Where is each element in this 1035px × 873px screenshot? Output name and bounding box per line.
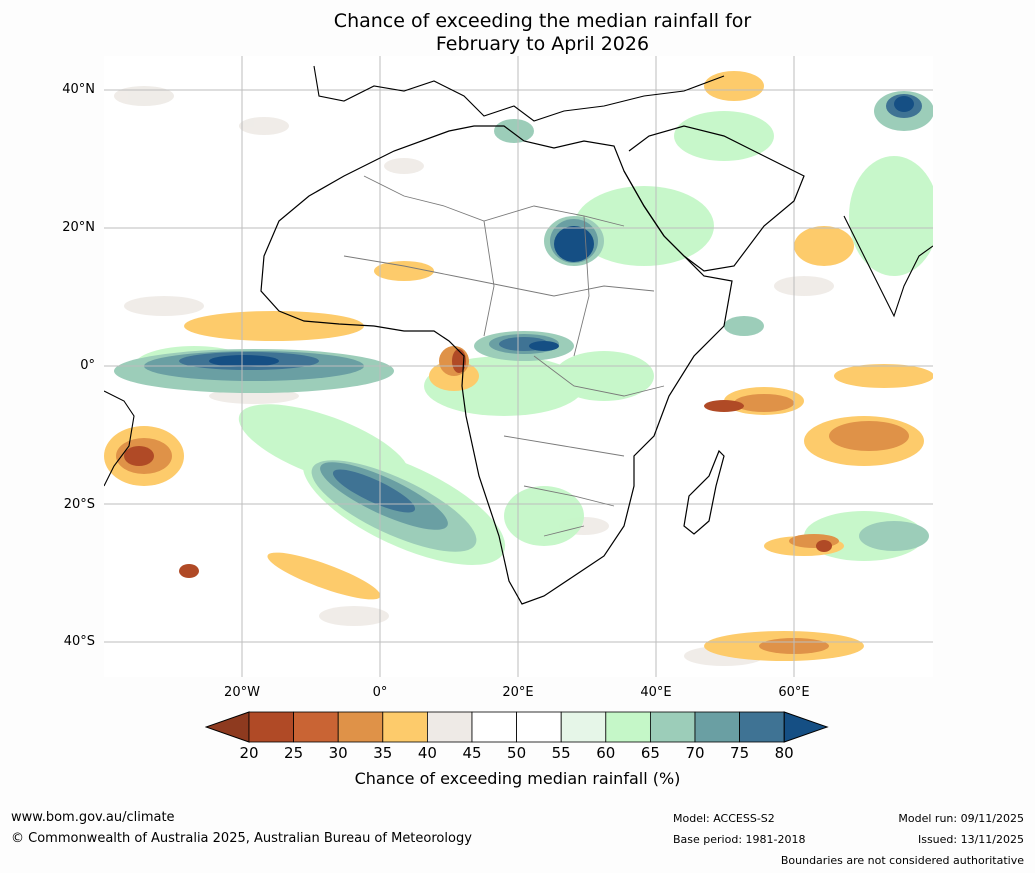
colorbar-cell (739, 711, 785, 743)
lon-label-60e: 60°E (778, 685, 810, 700)
lat-label-20n: 20°N (62, 220, 95, 235)
wet-80-patches (209, 96, 914, 367)
colorbar-tick-label: 40 (417, 744, 437, 762)
colorbar-tick-label: 25 (284, 744, 304, 762)
model-run-date: Model run: 09/11/2025 (898, 812, 1024, 825)
colorbar-tick-label: 30 (328, 744, 348, 762)
issued-date: Issued: 13/11/2025 (917, 833, 1024, 846)
colorbar-tick-label: 60 (596, 744, 616, 762)
website-link[interactable]: www.bom.gov.au/climate (11, 810, 175, 825)
lat-label-40s: 40°S (63, 634, 95, 649)
lat-label-0: 0° (80, 358, 95, 373)
title-line-1: Chance of exceeding the median rainfall … (333, 10, 752, 32)
colorbar-tick-label: 65 (640, 744, 660, 762)
boundaries-disclaimer: Boundaries are not considered authoritat… (780, 854, 1024, 867)
india-coastline (843, 215, 933, 318)
colorbar-tick-label: 45 (462, 744, 482, 762)
colorbar-cell (694, 711, 740, 743)
lon-label-40e: 40°E (640, 685, 672, 700)
colorbar-tick-label: 20 (239, 744, 259, 762)
south-america-coastline (104, 390, 135, 487)
colorbar-tick-label: 75 (730, 744, 750, 762)
colorbar-label: Chance of exceeding median rainfall (%) (354, 769, 681, 788)
colorbar-cell (560, 711, 607, 743)
lat-label-40n: 40°N (62, 82, 95, 97)
base-period: Base period: 1981-2018 (673, 833, 806, 846)
colorbar-cell (248, 711, 294, 743)
colorbar-cell (382, 711, 428, 743)
colorbar-tick-label: 70 (685, 744, 705, 762)
colorbar-upper-extension (783, 711, 829, 743)
colorbar-cell (426, 711, 473, 743)
gridlines (104, 56, 933, 677)
rainfall-map (104, 56, 933, 677)
colorbar-tick-label: 50 (507, 744, 527, 762)
lon-label-0: 0° (372, 685, 388, 700)
madagascar-coastline (683, 449, 725, 535)
dry-25-patches (124, 349, 832, 578)
colorbar-cell (471, 711, 517, 743)
colorbar-cell (337, 711, 384, 743)
colorbar-cell (293, 711, 339, 743)
colorbar-cell (605, 711, 651, 743)
europe-coastline (313, 65, 725, 122)
lon-label-20e: 20°E (502, 685, 534, 700)
lon-label-20w: 20°W (224, 685, 260, 700)
colorbar-cell (649, 711, 696, 743)
lat-label-20s: 20°S (63, 497, 95, 512)
map-canvas (104, 56, 933, 677)
colorbar-tick-label: 55 (551, 744, 571, 762)
title-line-2: February to April 2026 (435, 33, 650, 55)
colorbar-tick-label: 80 (774, 744, 794, 762)
colorbar-cell (516, 711, 562, 743)
model-name: Model: ACCESS-S2 (673, 812, 775, 825)
colorbar-lower-extension (205, 711, 250, 743)
colorbar-tick-label: 35 (373, 744, 393, 762)
copyright-text: © Commonwealth of Australia 2025, Austra… (11, 831, 472, 846)
colorbar (205, 711, 829, 743)
chart-title: Chance of exceeding the median rainfall … (0, 10, 1035, 56)
country-borders (343, 175, 665, 537)
arabia-coastline (623, 125, 805, 272)
